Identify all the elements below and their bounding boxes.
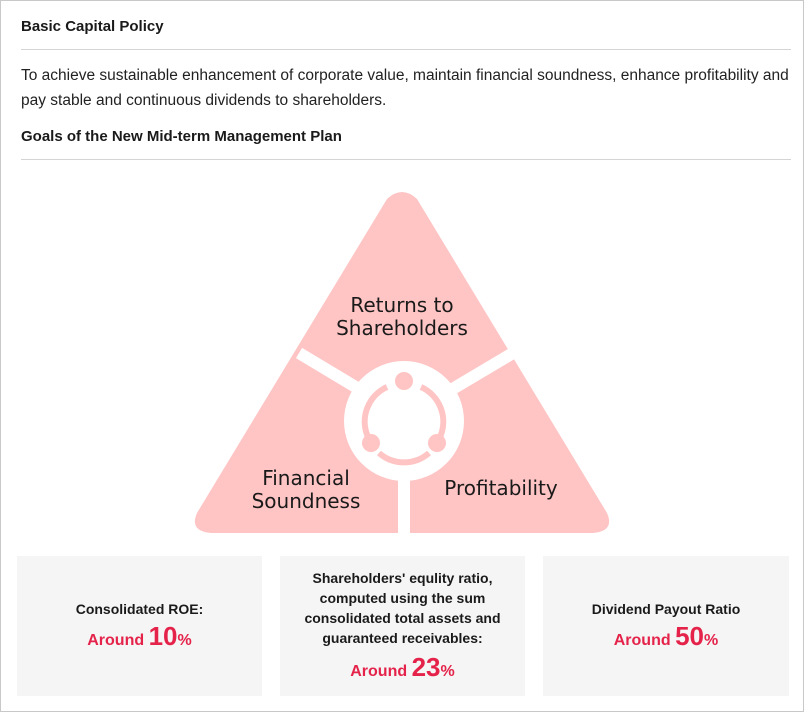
basic-capital-policy-text: To achieve sustainable enhancement of co… xyxy=(21,67,789,109)
section-title-goals: Goals of the New Mid-term Management Pla… xyxy=(21,113,791,160)
card-dividend-payout-ratio: Dividend Payout Ratio Around 50% xyxy=(543,556,789,696)
goal-cards: Consolidated ROE: Around 10% Shareholder… xyxy=(17,556,793,696)
section-title-basic-capital-policy: Basic Capital Policy xyxy=(21,1,791,50)
card-consolidated-roe: Consolidated ROE: Around 10% xyxy=(17,556,262,696)
card-value: Around 50% xyxy=(613,620,719,651)
label-financial-soundness: Financial Soundness xyxy=(251,466,361,513)
card-value: Around 23% xyxy=(350,651,455,682)
card-label: Dividend Payout Ratio xyxy=(591,600,741,617)
content: Basic Capital Policy To achieve sustaina… xyxy=(21,1,791,160)
label-profitability: Profitability xyxy=(444,476,558,500)
triangle-shape xyxy=(194,192,610,536)
label-returns-to-shareholders: Returns to Shareholders xyxy=(336,293,468,340)
cycle-icon xyxy=(361,372,447,466)
triangle-diagram: Returns to Shareholders Financial Soundn… xyxy=(191,191,613,536)
card-equity-ratio: Shareholders' equlity ratio, computed us… xyxy=(280,556,525,696)
card-label: Consolidated ROE: xyxy=(75,600,204,617)
card-value: Around 10% xyxy=(87,620,192,651)
card-label: Shareholders' equlity ratio, computed us… xyxy=(304,569,501,646)
